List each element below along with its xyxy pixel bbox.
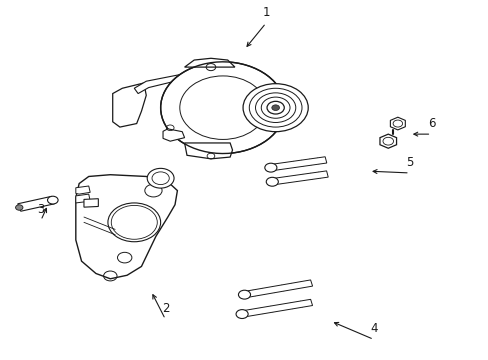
- Polygon shape: [241, 299, 312, 317]
- Polygon shape: [184, 143, 232, 159]
- Polygon shape: [84, 199, 98, 207]
- Text: 4: 4: [369, 322, 377, 335]
- Circle shape: [266, 101, 284, 114]
- Polygon shape: [76, 186, 90, 194]
- Polygon shape: [243, 280, 312, 298]
- Polygon shape: [389, 117, 405, 130]
- Text: 3: 3: [37, 203, 44, 216]
- Polygon shape: [134, 74, 182, 94]
- Circle shape: [265, 177, 278, 186]
- Polygon shape: [76, 175, 177, 279]
- Text: 1: 1: [262, 6, 269, 19]
- Circle shape: [238, 290, 250, 299]
- Circle shape: [160, 62, 285, 154]
- Circle shape: [16, 205, 23, 210]
- Circle shape: [271, 105, 279, 111]
- Circle shape: [264, 163, 276, 172]
- Polygon shape: [271, 171, 327, 185]
- Circle shape: [180, 76, 265, 139]
- Polygon shape: [18, 197, 54, 211]
- Polygon shape: [112, 83, 146, 127]
- Polygon shape: [184, 58, 234, 67]
- Circle shape: [147, 168, 174, 188]
- Text: 6: 6: [427, 117, 434, 130]
- Circle shape: [236, 310, 247, 319]
- Polygon shape: [163, 129, 184, 141]
- Circle shape: [47, 196, 58, 204]
- Text: 2: 2: [162, 302, 169, 315]
- Polygon shape: [269, 157, 326, 171]
- Text: 5: 5: [406, 156, 413, 169]
- Polygon shape: [76, 194, 90, 203]
- Polygon shape: [379, 134, 396, 148]
- Circle shape: [243, 84, 307, 132]
